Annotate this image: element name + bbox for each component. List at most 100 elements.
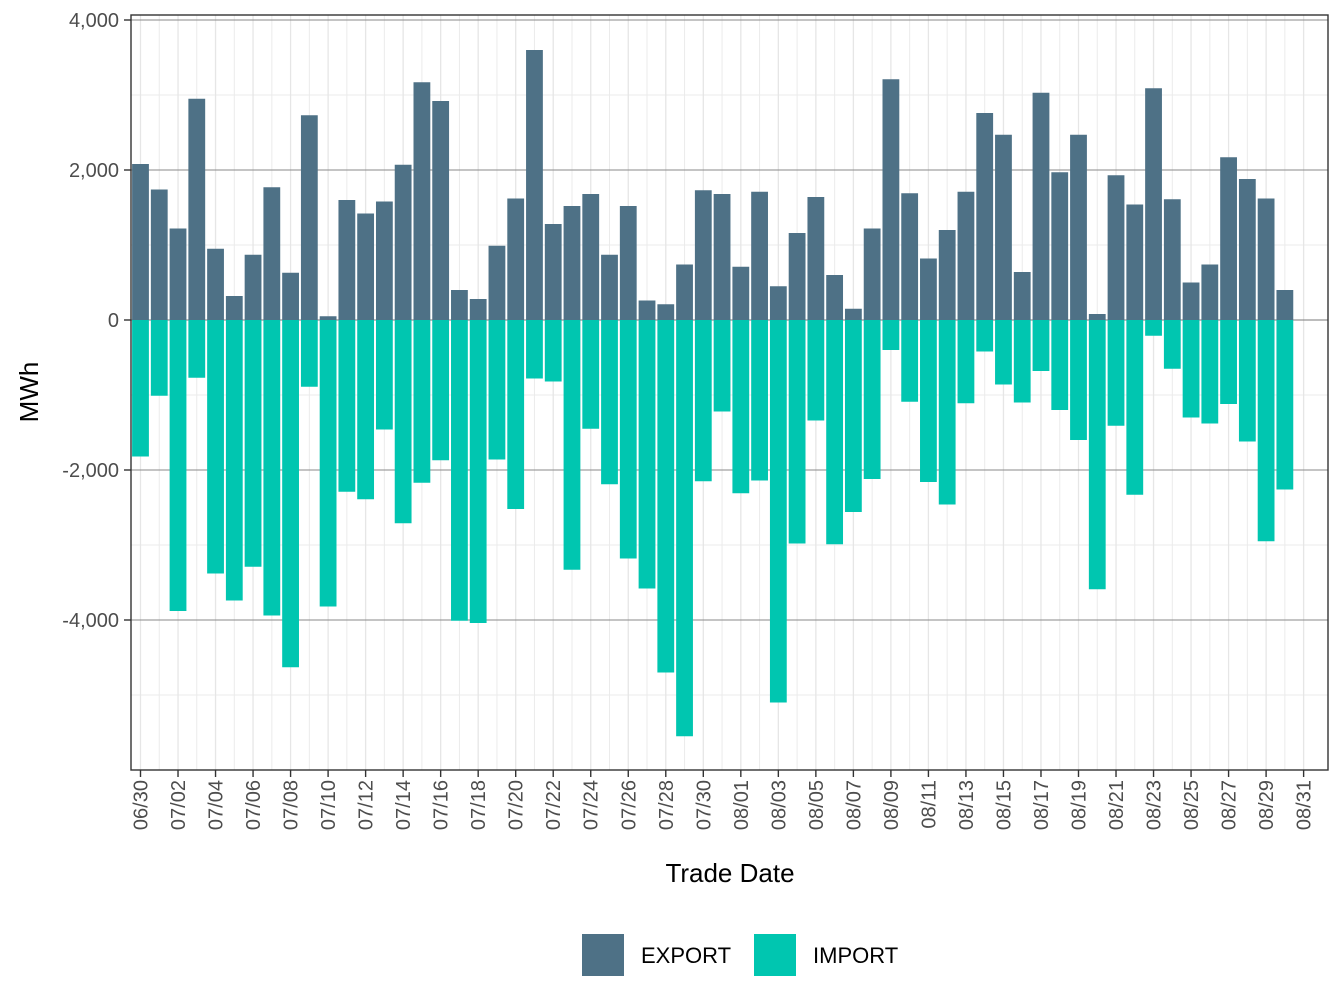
bar-import bbox=[451, 320, 468, 621]
bar-export bbox=[769, 286, 787, 320]
bar-export bbox=[882, 79, 900, 320]
bar-import bbox=[694, 320, 712, 482]
bar-import bbox=[432, 320, 450, 461]
x-tick-label: 07/30 bbox=[693, 780, 715, 830]
x-tick-label: 08/07 bbox=[843, 780, 865, 830]
bar-export bbox=[713, 194, 731, 320]
bar-import bbox=[1032, 320, 1050, 371]
bar-export bbox=[451, 290, 468, 320]
bar-import bbox=[526, 320, 543, 379]
bar-import bbox=[863, 320, 881, 479]
x-axis: 06/30 07/02 07/04 07/06 07/08 07/10 07/12 07/14… bbox=[131, 770, 1316, 830]
bars bbox=[132, 50, 1294, 737]
bar-export bbox=[938, 230, 956, 320]
bar-import bbox=[619, 320, 637, 559]
bar-export bbox=[150, 189, 168, 320]
x-tick-label: 08/03 bbox=[768, 780, 790, 830]
bar-import bbox=[225, 320, 243, 601]
plot-border bbox=[130, 14, 1329, 771]
bar-export bbox=[844, 308, 862, 320]
bar-export bbox=[338, 200, 356, 320]
bar-import bbox=[901, 320, 919, 402]
bar-export bbox=[1070, 134, 1087, 320]
x-tick-label: 07/18 bbox=[468, 780, 490, 830]
bar-import bbox=[563, 320, 581, 570]
x-tick-label: 08/11 bbox=[918, 780, 940, 829]
bar-export bbox=[207, 248, 224, 320]
bar-export bbox=[1032, 92, 1050, 320]
bar-export bbox=[676, 264, 693, 320]
bar-import bbox=[1088, 320, 1106, 590]
bar-import bbox=[957, 320, 975, 404]
bar-export bbox=[582, 194, 600, 320]
bar-import bbox=[1257, 320, 1275, 542]
bar-export bbox=[957, 191, 975, 320]
bar-import bbox=[488, 320, 506, 460]
x-tick-label: 08/05 bbox=[806, 780, 828, 830]
bar-export bbox=[732, 266, 750, 320]
bar-export bbox=[263, 187, 281, 320]
x-tick-label: 08/13 bbox=[956, 780, 978, 830]
bar-export bbox=[1051, 172, 1069, 320]
x-tick-label: 08/17 bbox=[1031, 780, 1053, 830]
bar-export bbox=[469, 299, 487, 320]
x-tick-label: 08/29 bbox=[1256, 780, 1278, 830]
x-axis-title: Trade Date bbox=[665, 858, 794, 888]
bar-export bbox=[1088, 314, 1106, 320]
bar-export bbox=[507, 198, 525, 320]
y-axis-title: MWh bbox=[14, 362, 44, 423]
bar-import bbox=[751, 320, 768, 481]
legend-label-import: IMPORT bbox=[813, 943, 898, 968]
x-tick-label: 07/14 bbox=[393, 780, 415, 830]
bar-export bbox=[282, 272, 299, 320]
bar-export bbox=[976, 113, 994, 320]
bar-export bbox=[413, 82, 431, 320]
x-tick-label: 07/10 bbox=[318, 780, 340, 830]
bar-import bbox=[995, 320, 1012, 385]
bar-export bbox=[1276, 290, 1294, 320]
legend-key-import bbox=[754, 934, 796, 976]
x-tick-label: 07/12 bbox=[356, 780, 378, 830]
bar-export bbox=[1145, 88, 1162, 320]
bar-import bbox=[1145, 320, 1162, 336]
bar-import bbox=[169, 320, 187, 611]
y-tick-label: -4,000 bbox=[62, 610, 119, 632]
bar-export bbox=[657, 304, 675, 320]
bar-export bbox=[1220, 157, 1237, 320]
x-tick-label: 07/04 bbox=[206, 780, 228, 830]
bar-export bbox=[1013, 272, 1031, 320]
bar-export bbox=[319, 316, 337, 320]
x-tick-label: 08/31 bbox=[1294, 780, 1316, 830]
bar-import bbox=[263, 320, 281, 616]
x-tick-label: 08/19 bbox=[1069, 780, 1091, 830]
bar-import bbox=[807, 320, 825, 421]
x-tick-label: 07/06 bbox=[243, 780, 265, 830]
bar-export bbox=[638, 300, 656, 320]
bar-export bbox=[488, 245, 506, 320]
x-tick-label: 07/20 bbox=[506, 780, 528, 830]
bar-import bbox=[338, 320, 356, 492]
grid-major bbox=[131, 15, 1328, 770]
bar-import bbox=[844, 320, 862, 512]
bar-export bbox=[244, 254, 262, 320]
bar-import bbox=[1182, 320, 1200, 418]
bar-import bbox=[188, 320, 206, 378]
bar-export bbox=[1163, 199, 1181, 320]
bar-export bbox=[995, 134, 1012, 320]
bar-export bbox=[751, 191, 768, 320]
bar-import bbox=[713, 320, 731, 412]
bar-export bbox=[1257, 198, 1275, 320]
x-tick-label: 06/30 bbox=[131, 780, 153, 830]
bar-export bbox=[601, 254, 618, 320]
y-tick-label: 2,000 bbox=[69, 160, 119, 182]
x-tick-label: 07/08 bbox=[281, 780, 303, 830]
bar-export bbox=[826, 275, 844, 320]
bar-export bbox=[1238, 179, 1256, 320]
bar-export bbox=[1182, 282, 1200, 320]
bar-export bbox=[619, 206, 637, 320]
bar-import bbox=[1238, 320, 1256, 442]
bar-export bbox=[920, 258, 937, 320]
bar-import bbox=[282, 320, 299, 668]
bar-import bbox=[132, 320, 149, 457]
